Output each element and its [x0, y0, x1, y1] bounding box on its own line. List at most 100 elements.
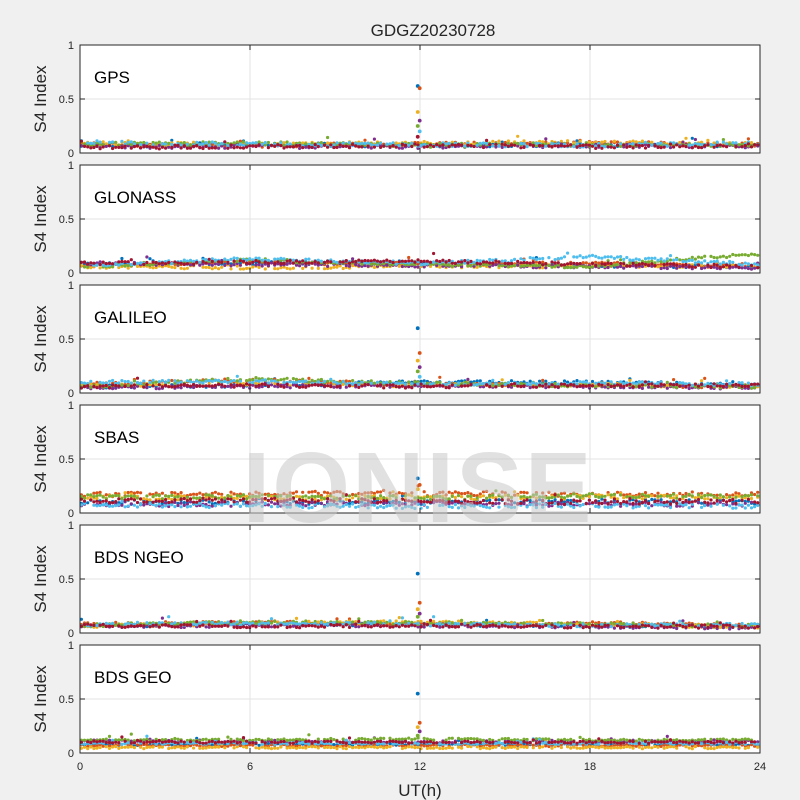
data-point: [260, 382, 264, 386]
data-point: [647, 382, 651, 386]
data-point: [207, 143, 211, 147]
data-point: [547, 144, 551, 148]
data-point: [531, 256, 535, 260]
data-point: [126, 490, 130, 495]
data-point: [263, 141, 267, 145]
data-point: [725, 255, 729, 260]
data-point: [656, 384, 660, 388]
data-point: [703, 376, 707, 380]
data-point: [232, 256, 236, 260]
data-point: [145, 383, 149, 387]
data-point: [419, 143, 423, 148]
data-point: [207, 379, 211, 383]
data-point: [245, 258, 249, 262]
data-point: [210, 267, 214, 271]
data-point: [569, 382, 573, 387]
data-point: [326, 145, 330, 149]
data-point: [357, 385, 361, 389]
data-point: [425, 145, 429, 149]
data-point: [634, 385, 638, 389]
data-point: [238, 142, 242, 146]
data-point: [541, 263, 545, 267]
data-point: [341, 141, 345, 145]
data-point: [145, 260, 149, 265]
data-point: [179, 386, 183, 390]
data-point: [235, 140, 239, 144]
data-point: [606, 145, 610, 149]
data-point: [257, 260, 261, 264]
data-point: [709, 385, 713, 389]
data-point: [553, 385, 557, 389]
data-point: [139, 381, 143, 385]
data-point: [594, 254, 598, 258]
data-point: [734, 141, 738, 145]
data-point: [578, 139, 582, 143]
data-point: [709, 493, 713, 497]
data-point: [220, 141, 224, 146]
data-point: [590, 384, 595, 388]
spike-point: [415, 326, 420, 331]
data-point: [154, 141, 158, 145]
data-point: [326, 259, 330, 263]
data-point: [606, 265, 610, 270]
data-point: [460, 260, 464, 264]
data-point: [494, 142, 498, 146]
data-point: [706, 381, 710, 385]
data-point: [696, 255, 701, 259]
data-point: [266, 384, 270, 388]
data-point: [647, 263, 651, 267]
data-point: [198, 501, 202, 505]
data-point: [587, 254, 592, 258]
data-point: [631, 139, 635, 143]
data-point: [684, 384, 688, 389]
data-point: [188, 146, 193, 150]
data-point: [650, 504, 654, 508]
data-point: [609, 140, 613, 144]
data-point: [139, 502, 143, 506]
data-point: [572, 145, 576, 149]
data-point: [126, 260, 130, 264]
data-point: [481, 385, 486, 389]
data-point: [640, 264, 645, 269]
data-point: [525, 141, 529, 145]
data-point: [129, 502, 133, 506]
data-point: [528, 261, 532, 265]
data-point: [248, 383, 252, 387]
data-point: [693, 496, 698, 500]
data-point: [700, 143, 704, 147]
data-point: [441, 258, 445, 262]
data-point: [712, 265, 716, 269]
data-point: [167, 260, 171, 265]
data-point: [117, 384, 121, 388]
data-point: [590, 379, 595, 384]
data-point: [145, 255, 149, 259]
data-point: [173, 266, 177, 270]
data-point: [534, 382, 539, 386]
data-point: [544, 266, 548, 270]
data-point: [360, 141, 364, 145]
data-point: [195, 260, 199, 264]
data-point: [201, 504, 205, 508]
y-tick-label: 0.5: [59, 334, 74, 346]
data-point: [731, 260, 735, 264]
data-point: [485, 141, 489, 145]
data-point: [322, 267, 327, 271]
data-point: [160, 491, 164, 495]
data-point: [123, 495, 127, 499]
data-point: [590, 265, 595, 269]
data-point: [522, 384, 526, 388]
data-point: [101, 145, 105, 149]
data-point: [101, 384, 105, 388]
data-point: [269, 383, 274, 387]
data-point: [678, 264, 682, 269]
data-point: [693, 382, 698, 386]
data-point: [569, 262, 573, 266]
data-point: [469, 383, 473, 387]
data-point: [706, 493, 710, 497]
data-point: [167, 494, 171, 498]
data-point: [257, 143, 261, 147]
data-point: [756, 266, 760, 270]
data-point: [743, 143, 747, 148]
data-point: [547, 256, 551, 260]
data-point: [696, 145, 701, 150]
